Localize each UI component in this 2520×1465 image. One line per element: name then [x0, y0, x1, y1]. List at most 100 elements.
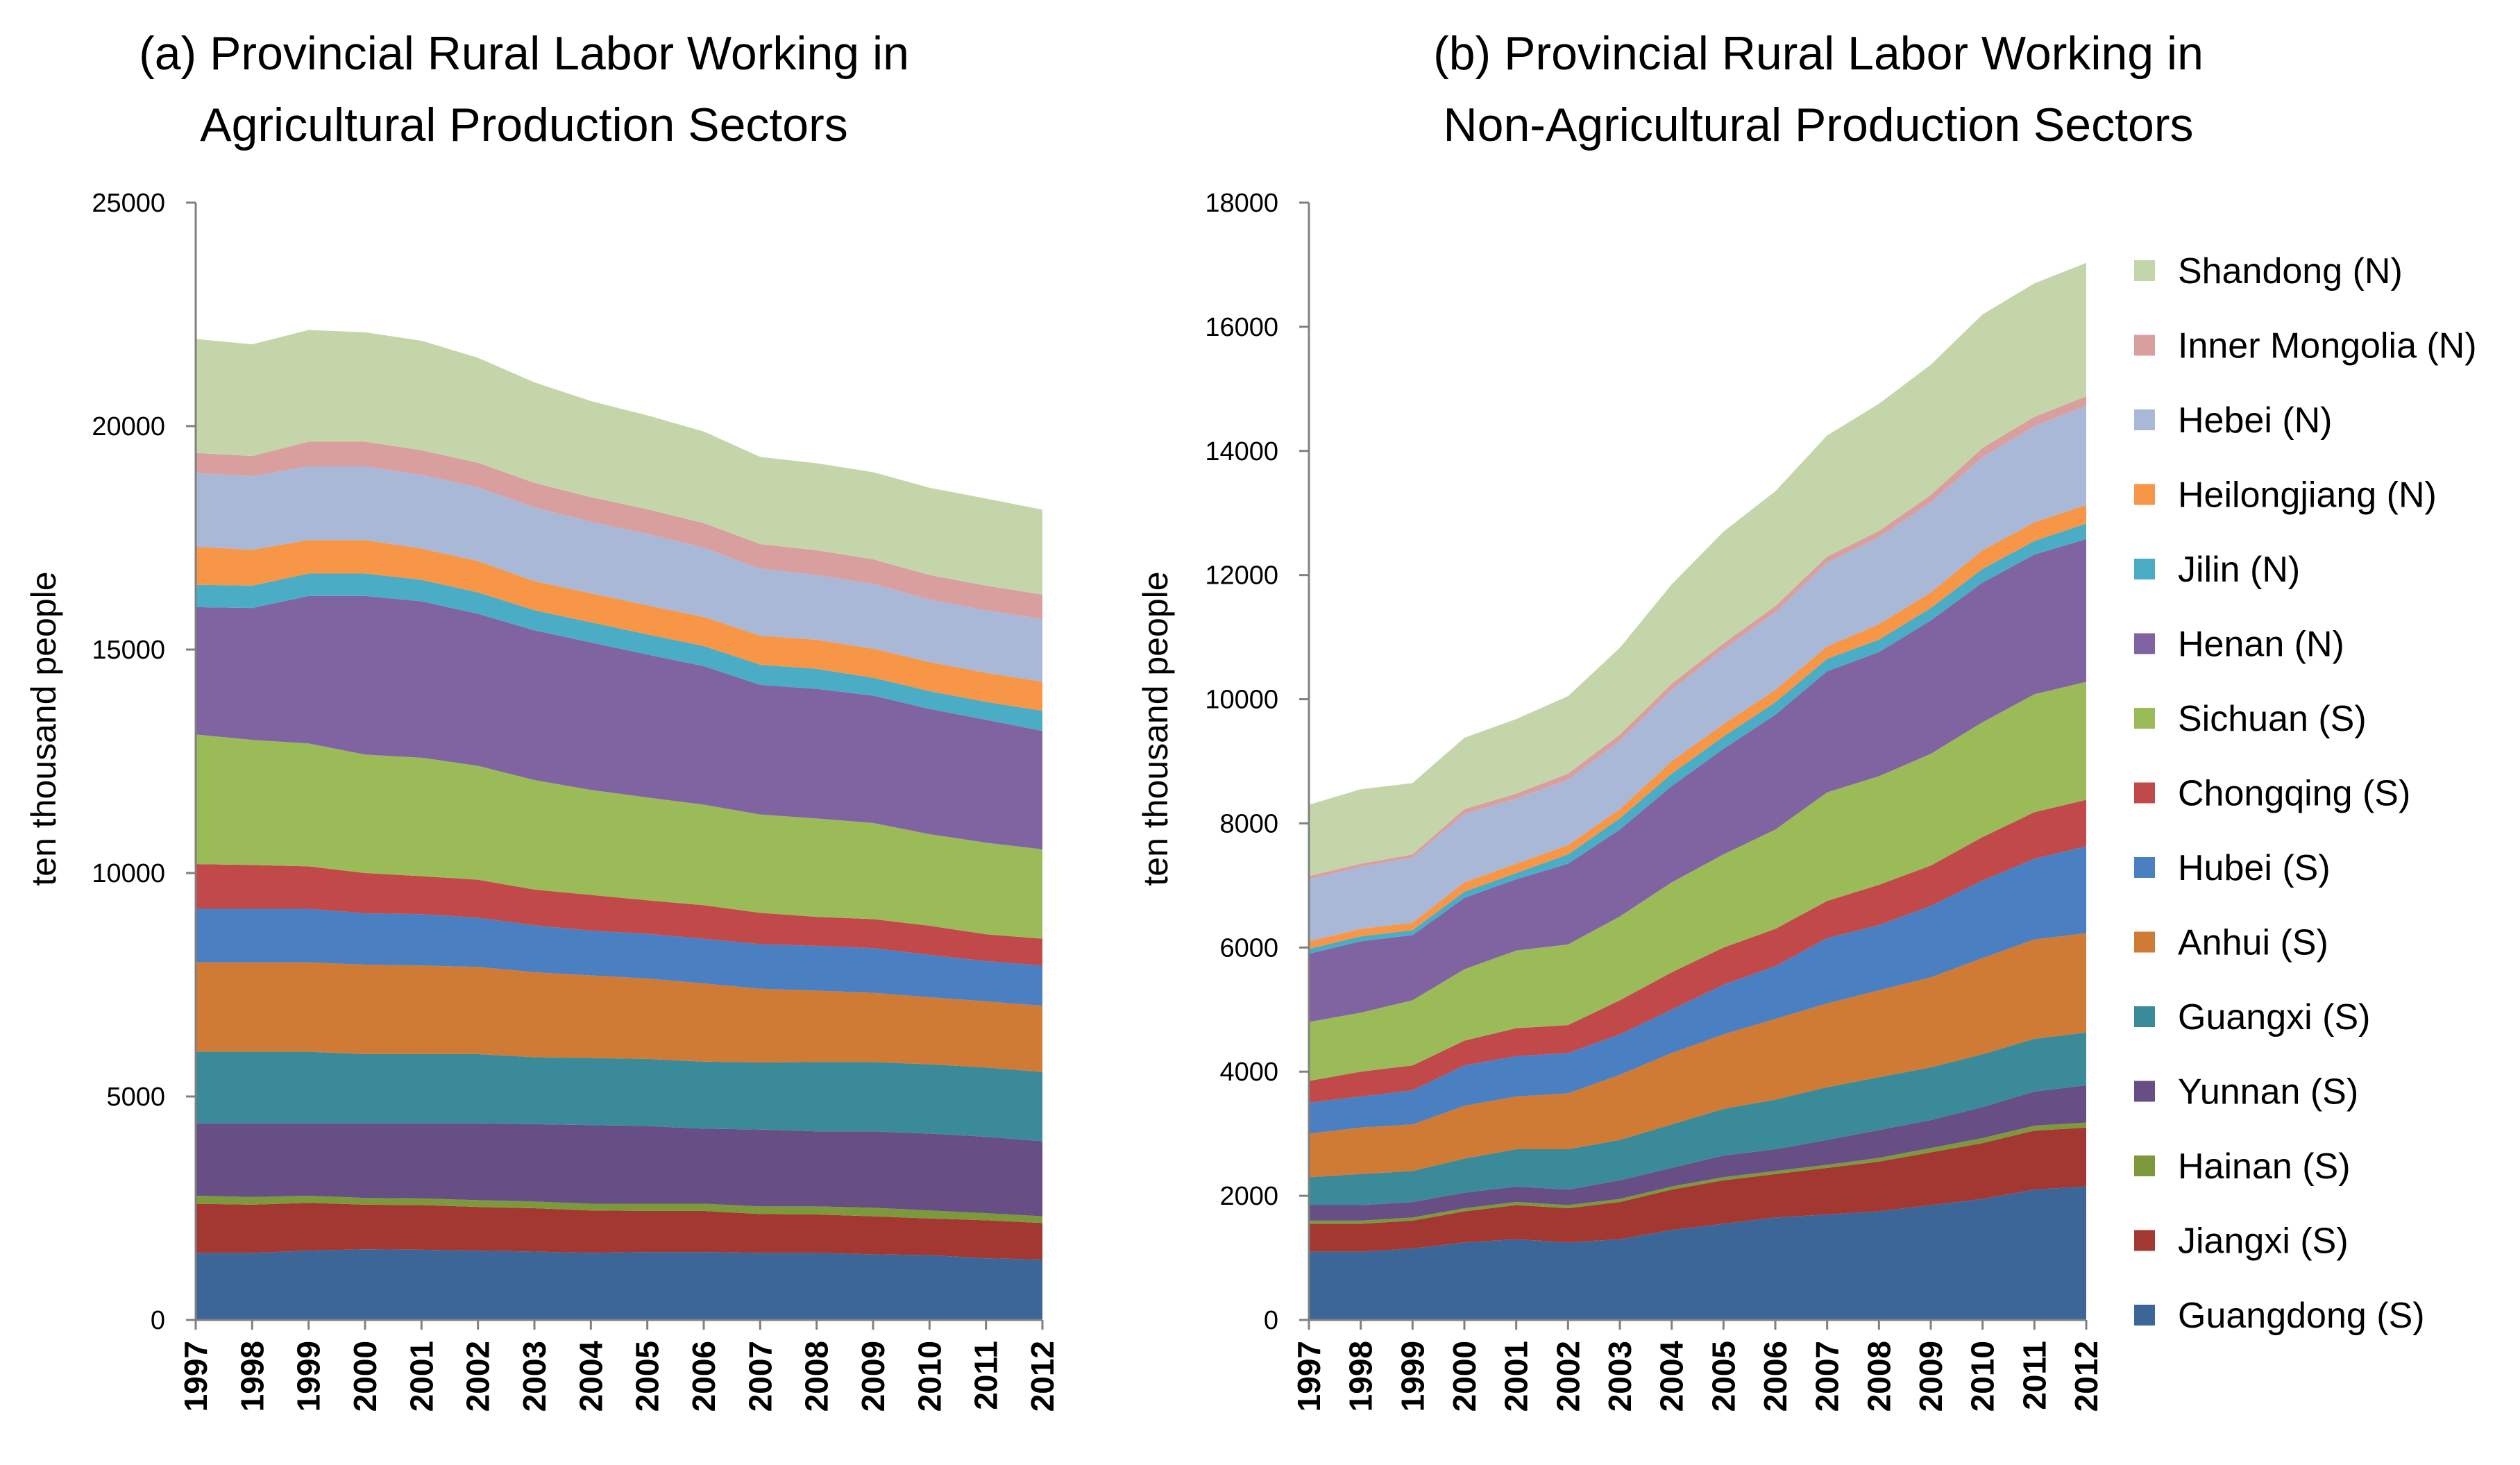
chart-a-y-tick-label: 25000	[92, 189, 165, 218]
area-a-anhui-s	[196, 962, 1042, 1072]
legend-label: Shandong (N)	[2178, 251, 2403, 291]
chart-a-x-tick-label: 2002	[460, 1341, 496, 1412]
area-a-guangdong-s	[196, 1249, 1042, 1320]
legend-item-shandong-n: Shandong (N)	[2134, 251, 2403, 291]
area-a-inner-mongolia-n	[196, 441, 1042, 620]
chart-b-x-tick-label: 2000	[1446, 1341, 1482, 1412]
legend-swatch	[2134, 1305, 2155, 1326]
area-b-henan-n	[1309, 539, 2086, 1022]
chart-b-x-tick-label: 2003	[1602, 1341, 1638, 1412]
legend-swatch	[2134, 633, 2155, 654]
legend-item-henan-n: Henan (N)	[2134, 625, 2344, 665]
area-a-jilin-n	[196, 573, 1042, 731]
legend-item-chongqing-s: Chongqing (S)	[2134, 774, 2410, 814]
area-a-jiangxi-s	[196, 1203, 1042, 1260]
legend-label: Heilongjiang (N)	[2178, 475, 2437, 516]
area-b-chongqing-s	[1309, 799, 2086, 1103]
chart-b-x-tick-label: 2011	[2016, 1341, 2052, 1410]
chart-a-x-tick-label: 1999	[291, 1341, 327, 1412]
legend-item-jiangxi-s: Jiangxi (S)	[2134, 1221, 2349, 1262]
chart-b-y-tick-label: 12000	[1205, 561, 1278, 591]
chart-b-x-tick-label: 2012	[2068, 1341, 2104, 1412]
legend-label: Guangdong (S)	[2178, 1296, 2425, 1336]
chart-b-y-ticks: 0 2000 4000 6000 8000 10000 12000 14000 16000 180…	[1205, 189, 1309, 1335]
area-b-hebei-n	[1309, 405, 2086, 942]
chart-b-x-tick-label: 2005	[1705, 1341, 1741, 1412]
chart-b-x-tick-label: 2009	[1913, 1341, 1949, 1412]
legend-item-heilongjiang-n: Heilongjiang (N)	[2134, 475, 2437, 516]
chart-b-y-tick-label: 14000	[1205, 437, 1278, 466]
legend-label: Jilin (N)	[2178, 550, 2300, 590]
area-a-shandong-n	[196, 330, 1042, 595]
area-b-guangxi-s	[1309, 1032, 2086, 1205]
chart-a-x-tick-label: 2000	[347, 1341, 383, 1412]
legend-swatch	[2134, 1230, 2155, 1251]
chart-b-x-tick-label: 2002	[1550, 1341, 1586, 1412]
legend-swatch	[2134, 1006, 2155, 1027]
chart-a-y-tick-label: 0	[151, 1306, 165, 1335]
legend-swatch	[2134, 1081, 2155, 1102]
legend-swatch	[2134, 409, 2155, 430]
legend-label: Jiangxi (S)	[2178, 1221, 2349, 1262]
chart-a-x-tick-label: 2005	[629, 1341, 666, 1412]
chart-a-y-tick-label: 15000	[92, 636, 165, 665]
chart-b-x-tick-label: 2008	[1861, 1341, 1897, 1412]
area-b-hubei-s	[1309, 846, 2086, 1134]
chart-a-x-tick-label: 2003	[516, 1341, 552, 1412]
chart-a-title-line-1: (a) Provincial Rural Labor Working in	[139, 27, 909, 80]
chart-a-x-tick-label: 2004	[573, 1341, 609, 1412]
chart-b-x-tick-label: 2006	[1757, 1341, 1793, 1412]
legend-swatch	[2134, 857, 2155, 878]
legend-label: Sichuan (S)	[2178, 699, 2367, 739]
area-a-hebei-n	[196, 466, 1042, 682]
chart-b-x-tick-label: 2007	[1809, 1341, 1845, 1412]
chart-b-title-line-2: Non-Agricultural Production Sectors	[1444, 99, 2194, 151]
legend-swatch	[2134, 782, 2155, 804]
chart-agricultural: (a) Provincial Rural Labor Working in Ag…	[24, 27, 1060, 1412]
legend-item-guangxi-s: Guangxi (S)	[2134, 997, 2370, 1038]
area-a-heilongjiang-n	[196, 540, 1042, 711]
chart-b-y-tick-label: 4000	[1219, 1058, 1278, 1087]
chart-a-x-tick-label: 2006	[686, 1341, 722, 1412]
legend-swatch	[2134, 335, 2155, 356]
legend-swatch	[2134, 260, 2155, 281]
chart-a-x-tick-label: 2009	[855, 1341, 891, 1412]
legend-swatch	[2134, 708, 2155, 729]
chart-a-x-tick-label: 2008	[799, 1341, 835, 1412]
area-a-chongqing-s	[196, 864, 1042, 966]
legend-item-anhui-s: Anhui (S)	[2134, 923, 2328, 963]
chart-b-y-tick-label: 8000	[1219, 809, 1278, 838]
chart-a-y-tick-label: 5000	[106, 1083, 165, 1112]
legend-label: Hubei (S)	[2178, 848, 2331, 888]
chart-b-y-axis-label: ten thousand people	[1136, 571, 1175, 886]
area-b-yunnan-s	[1309, 1085, 2086, 1221]
chart-a-axes	[194, 203, 1042, 1321]
legend-swatch	[2134, 484, 2155, 505]
chart-b-y-tick-label: 0	[1264, 1306, 1278, 1335]
area-b-hainan-s	[1309, 1122, 2086, 1224]
chart-non-agricultural: (b) Provincial Rural Labor Working in No…	[1136, 27, 2204, 1412]
legend-swatch	[2134, 559, 2155, 579]
chart-b-x-tick-label: 2010	[1965, 1341, 2001, 1412]
chart-b-x-tick-label: 1999	[1394, 1341, 1430, 1412]
area-a-hainan-s	[196, 1195, 1042, 1223]
legend-item-yunnan-s: Yunnan (S)	[2134, 1072, 2358, 1112]
chart-a-y-tick-label: 10000	[92, 859, 165, 888]
legend-swatch	[2134, 931, 2155, 953]
area-b-heilongjiang-n	[1309, 505, 2086, 949]
area-a-yunnan-s	[196, 1123, 1042, 1217]
legend-item-jilin-n: Jilin (N)	[2134, 550, 2300, 590]
legend-item-hebei-n: Hebei (N)	[2134, 400, 2333, 441]
legend-label: Chongqing (S)	[2178, 774, 2410, 814]
area-a-sichuan-s	[196, 734, 1042, 939]
chart-a-areas	[196, 330, 1042, 1320]
legend-label: Hebei (N)	[2178, 400, 2333, 441]
area-b-anhui-s	[1309, 933, 2086, 1178]
chart-b-areas	[1309, 262, 2086, 1320]
area-b-sichuan-s	[1309, 681, 2086, 1081]
chart-a-x-tick-label: 2007	[742, 1341, 778, 1412]
chart-a-title-line-2: Agricultural Production Sectors	[200, 99, 848, 151]
area-a-henan-n	[196, 595, 1042, 849]
legend-item-hainan-s: Hainan (S)	[2134, 1146, 2351, 1187]
